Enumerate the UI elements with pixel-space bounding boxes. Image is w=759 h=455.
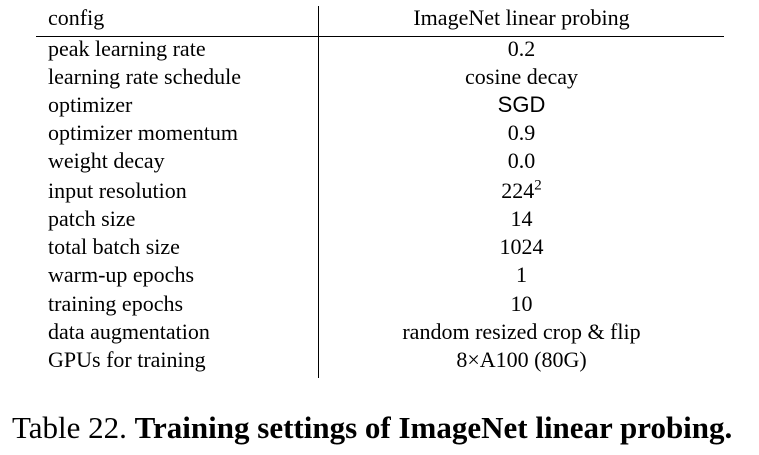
row-value: 14 bbox=[510, 206, 533, 231]
row-label: training epochs bbox=[48, 291, 184, 316]
table-row: patch size 14 bbox=[36, 205, 724, 233]
row-value: cosine decay bbox=[465, 64, 578, 89]
table-row: weight decay 0.0 bbox=[36, 147, 724, 175]
row-label: optimizer bbox=[48, 92, 133, 117]
table-header-row: config ImageNet linear probing bbox=[36, 4, 724, 32]
header-rule bbox=[36, 36, 724, 37]
row-label: learning rate schedule bbox=[48, 64, 242, 89]
row-value: 0.0 bbox=[507, 148, 536, 173]
table-row: total batch size 1024 bbox=[36, 233, 724, 261]
row-label: data augmentation bbox=[48, 319, 210, 344]
row-label: peak learning rate bbox=[48, 36, 206, 61]
row-value: SGD bbox=[497, 92, 546, 117]
caption-title: Training settings of ImageNet linear pro… bbox=[134, 410, 733, 445]
table-row: peak learning rate 0.2 bbox=[36, 35, 724, 63]
column-divider bbox=[318, 6, 319, 378]
table-row: GPUs for training 8×A100 (80G) bbox=[36, 346, 724, 374]
row-value: 2242 bbox=[319, 177, 724, 205]
settings-table: config ImageNet linear probing peak lear… bbox=[36, 0, 724, 380]
header-config: config bbox=[48, 5, 105, 30]
table-row: learning rate schedule cosine decay bbox=[36, 63, 724, 91]
row-value: random resized crop & flip bbox=[402, 319, 641, 344]
table-row: data augmentation random resized crop & … bbox=[36, 318, 724, 346]
row-value: 8×A100 (80G) bbox=[456, 347, 587, 372]
table-row: input resolution 2242 bbox=[36, 177, 724, 205]
row-value: 1024 bbox=[499, 234, 544, 259]
row-label: weight decay bbox=[48, 148, 165, 173]
row-value: 10 bbox=[510, 291, 533, 316]
resolution-exponent: 2 bbox=[534, 177, 542, 194]
row-label: input resolution bbox=[48, 178, 187, 203]
table-caption: Table 22. Training settings of ImageNet … bbox=[12, 408, 732, 448]
row-label: GPUs for training bbox=[48, 347, 206, 372]
row-label: optimizer momentum bbox=[48, 120, 239, 145]
table-row: training epochs 10 bbox=[36, 290, 724, 318]
row-label: total batch size bbox=[48, 234, 180, 259]
row-label: patch size bbox=[48, 206, 136, 231]
row-label: warm-up epochs bbox=[48, 262, 195, 287]
row-value: 1 bbox=[516, 262, 527, 287]
row-value: 0.9 bbox=[507, 120, 536, 145]
resolution-base: 224 bbox=[501, 178, 535, 203]
row-value: 0.2 bbox=[507, 36, 536, 61]
table-row: optimizer momentum 0.9 bbox=[36, 119, 724, 147]
table-row: optimizer SGD bbox=[36, 91, 724, 119]
header-setting: ImageNet linear probing bbox=[413, 5, 630, 30]
caption-prefix: Table 22. bbox=[12, 410, 127, 445]
table-row: warm-up epochs 1 bbox=[36, 261, 724, 289]
